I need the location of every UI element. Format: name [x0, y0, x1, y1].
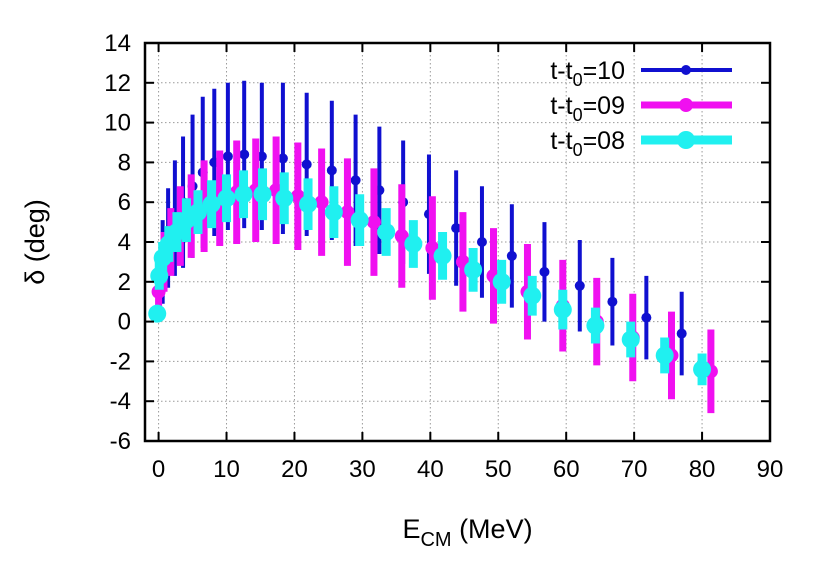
x-tick-label: 80: [689, 456, 716, 483]
data-point: [607, 296, 618, 307]
x-tick-label: 90: [757, 456, 784, 483]
data-point: [553, 300, 572, 319]
legend-label: t-t0=09: [550, 92, 625, 125]
series-layer: [148, 80, 718, 414]
x-tick-label: 70: [621, 456, 648, 483]
legend-label-subscript: 0: [573, 70, 583, 90]
y-tick-label: -4: [110, 388, 131, 415]
data-point: [301, 159, 312, 170]
data-point: [366, 215, 381, 230]
x-axis-title-main: E: [402, 514, 420, 544]
x-axis-title-unit: (MeV): [452, 514, 533, 544]
data-point: [377, 223, 396, 242]
data-point: [394, 229, 409, 244]
data-point: [148, 304, 167, 323]
y-tick-label: 6: [118, 189, 131, 216]
legend: t-t0=10t-t0=09t-t0=08: [550, 57, 732, 160]
data-point: [350, 211, 369, 230]
ticks: [145, 42, 771, 442]
data-point: [275, 189, 294, 208]
legend-label-prefix: t-t: [550, 127, 572, 155]
y-tick-label: 14: [104, 30, 131, 57]
x-tick-label: 10: [213, 456, 240, 483]
legend-label-prefix: t-t: [550, 92, 572, 120]
y-tick-label: 4: [118, 229, 131, 256]
x-tick-label: 50: [485, 456, 512, 483]
y-tick-label: 8: [118, 149, 131, 176]
data-point: [506, 250, 517, 261]
data-point: [253, 185, 272, 204]
data-point: [340, 205, 355, 220]
data-point: [217, 189, 236, 208]
x-tick-label: 40: [417, 456, 444, 483]
data-point: [492, 272, 511, 291]
y-tick-label: 2: [118, 269, 131, 296]
tick-labels: 0 10 20 30 40 50 60 70 80 90 -6 -4 -2 0 2 4 6 8 10 12 14: [104, 30, 783, 483]
x-axis-title-subscript: CM: [420, 529, 451, 551]
data-point: [693, 360, 712, 379]
legend-swatch-marker: [681, 65, 691, 75]
x-axis-title: ECM (MeV): [402, 514, 532, 551]
data-point: [324, 203, 343, 222]
x-tick-label: 0: [152, 456, 165, 483]
data-point: [433, 246, 452, 265]
legend-label: t-t0=08: [550, 127, 625, 160]
data-point: [314, 195, 329, 210]
data-point: [621, 330, 640, 349]
legend-label-suffix: =10: [583, 57, 625, 85]
data-point: [277, 153, 288, 164]
data-point: [476, 237, 487, 247]
data-point: [404, 234, 423, 253]
data-point: [451, 223, 462, 234]
y-axis-title: δ (deg): [20, 199, 50, 285]
legend-label-suffix: =08: [583, 127, 625, 155]
data-point: [539, 266, 550, 277]
data-point: [222, 151, 233, 162]
y-tick-label: -2: [110, 348, 131, 375]
legend-label-suffix: =09: [583, 92, 625, 120]
legend-label-subscript: 0: [573, 140, 583, 160]
x-tick-label: 20: [281, 456, 308, 483]
data-point: [655, 346, 674, 365]
data-point: [641, 312, 652, 323]
legend-swatch-marker: [677, 131, 695, 149]
y-tick-label: 0: [118, 309, 131, 336]
legend-label-prefix: t-t: [550, 57, 572, 85]
data-point: [676, 328, 687, 339]
data-point: [350, 175, 361, 186]
y-tick-label: 12: [104, 70, 131, 97]
data-point: [202, 195, 221, 214]
data-point: [188, 203, 207, 222]
y-tick-label: 10: [104, 110, 131, 137]
data-point: [586, 316, 605, 335]
data-point: [234, 185, 253, 204]
data-point: [326, 165, 337, 176]
legend-label: t-t0=10: [550, 57, 625, 90]
x-tick-label: 60: [553, 456, 580, 483]
legend-label-subscript: 0: [573, 105, 583, 125]
series-3: [148, 168, 712, 386]
data-point: [523, 286, 542, 305]
data-point: [256, 151, 267, 162]
data-point: [464, 260, 483, 279]
series-2: [151, 136, 718, 414]
y-tick-label: -6: [110, 428, 131, 455]
data-point: [574, 280, 585, 291]
data-point: [299, 195, 318, 214]
x-tick-label: 30: [349, 456, 376, 483]
data-point: [239, 149, 250, 160]
legend-swatch-marker: [679, 98, 693, 112]
